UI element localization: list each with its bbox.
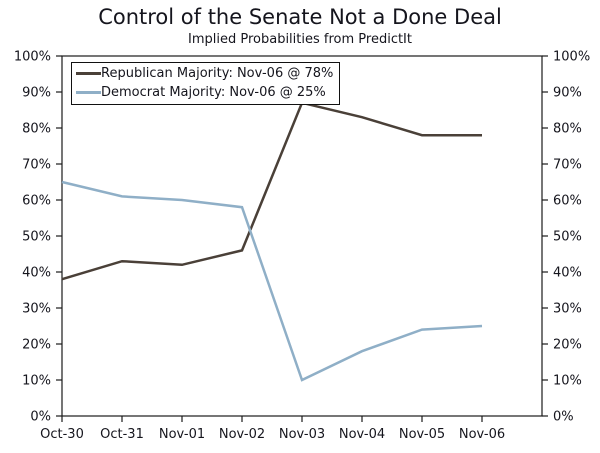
y-tick-label-left: 80%	[22, 122, 51, 137]
y-tick-label-right: 50%	[553, 230, 582, 245]
x-tick-label: Oct-30	[40, 427, 84, 442]
x-tick-label: Oct-31	[100, 427, 144, 442]
plot-border	[61, 55, 543, 417]
chart-subtitle: Implied Probabilities from PredictIt	[188, 32, 412, 47]
y-tick-label-left: 100%	[14, 50, 51, 65]
y-tick-label-left: 20%	[22, 338, 51, 353]
chart-title: Control of the Senate Not a Done Deal	[98, 5, 502, 29]
legend-item-republican: Republican Majority: Nov-06 @ 78%	[76, 64, 333, 83]
y-tick-label-left: 40%	[22, 266, 51, 281]
x-tick-label: Nov-04	[339, 427, 385, 442]
y-tick-label-left: 50%	[22, 230, 51, 245]
legend-label-republican: Republican Majority: Nov-06 @ 78%	[101, 66, 334, 81]
y-tick-label-left: 0%	[30, 410, 51, 425]
y-tick-label-right: 100%	[553, 50, 590, 65]
legend: Republican Majority: Nov-06 @ 78% Democr…	[71, 62, 341, 105]
democrat-line-swatch-icon	[76, 91, 101, 94]
series-line-democrat-majority	[61, 180, 483, 382]
republican-line-swatch-icon	[76, 72, 101, 75]
y-tick-label-right: 20%	[553, 338, 582, 353]
y-tick-label-right: 90%	[553, 86, 582, 101]
y-tick-label-left: 10%	[22, 374, 51, 389]
legend-label-democrat: Democrat Majority: Nov-06 @ 25%	[101, 85, 326, 100]
x-tick-label: Nov-06	[459, 427, 505, 442]
x-tick-label: Nov-02	[219, 427, 265, 442]
x-tick-label: Nov-01	[159, 427, 205, 442]
y-tick-label-right: 0%	[553, 410, 574, 425]
y-tick-label-right: 40%	[553, 266, 582, 281]
y-tick-label-left: 60%	[22, 194, 51, 209]
legend-item-democrat: Democrat Majority: Nov-06 @ 25%	[76, 83, 333, 102]
y-tick-label-left: 30%	[22, 302, 51, 317]
y-tick-label-left: 90%	[22, 86, 51, 101]
series-line-republican-majority	[61, 101, 482, 281]
x-tick-label: Nov-05	[399, 427, 445, 442]
x-tick-label: Nov-03	[279, 427, 325, 442]
x-axis-ticks: Oct-30 Oct-31 Nov-01 Nov-02 Nov-03 Nov-04 Nov-…	[40, 416, 505, 442]
y-tick-label-right: 60%	[553, 194, 582, 209]
y-tick-label-right: 70%	[553, 158, 582, 173]
y-tick-label-left: 70%	[22, 158, 51, 173]
y-tick-label-right: 80%	[553, 122, 582, 137]
y-axis-ticks: 0% 0% 10% 10% 20% 20% 30% 30% 40% 40% 50% 50% 60% 60%…	[14, 50, 590, 425]
y-tick-label-right: 10%	[553, 374, 582, 389]
y-tick-label-right: 30%	[553, 302, 582, 317]
